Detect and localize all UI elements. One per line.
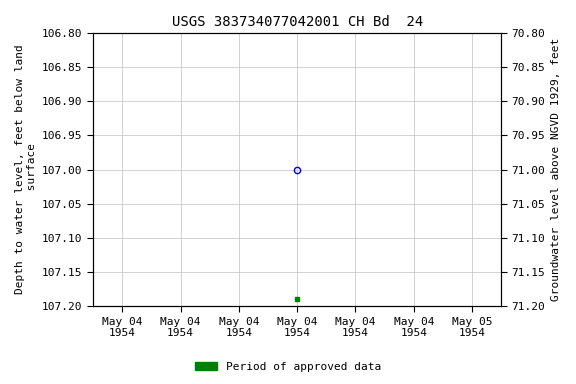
Y-axis label: Depth to water level, feet below land
 surface: Depth to water level, feet below land su… (15, 45, 37, 295)
Y-axis label: Groundwater level above NGVD 1929, feet: Groundwater level above NGVD 1929, feet (551, 38, 561, 301)
Title: USGS 383734077042001 CH Bd  24: USGS 383734077042001 CH Bd 24 (172, 15, 423, 29)
Legend: Period of approved data: Period of approved data (191, 358, 385, 377)
